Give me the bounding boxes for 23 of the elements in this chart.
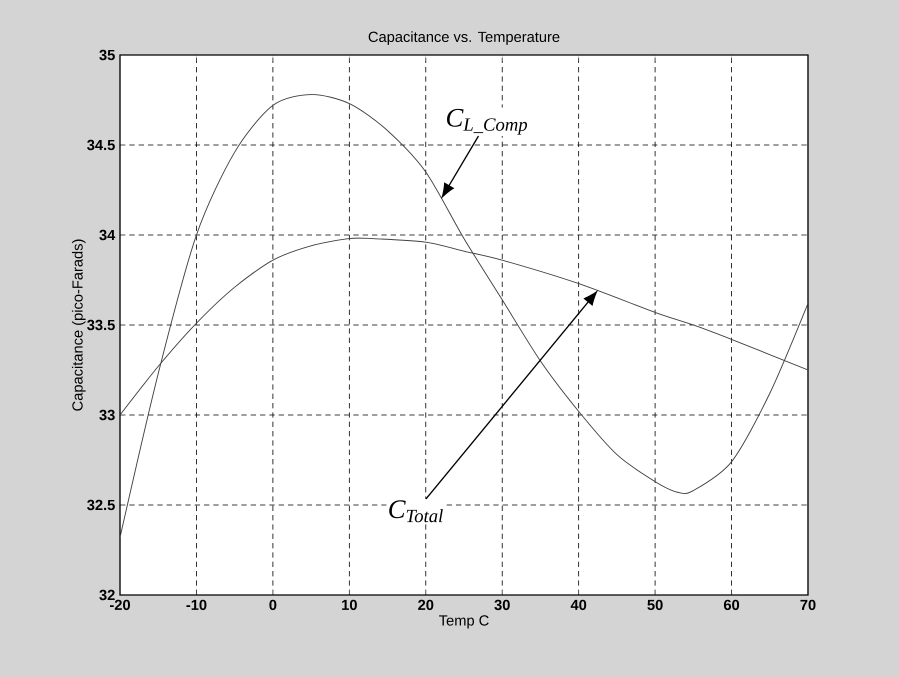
annotation: C$_{Total}$ (389, 500, 443, 522)
line-series (120, 94, 808, 538)
x-tick-label: 20 (418, 600, 434, 610)
y-tick-label: 33 (99, 410, 115, 420)
y-tick-label: 32.5 (87, 500, 115, 510)
annotation: C$_{L_Comp}$ (447, 108, 528, 135)
x-tick-label: -10 (186, 600, 206, 610)
x-tick-label: 60 (724, 600, 740, 610)
y-tick-label: 35 (99, 50, 115, 60)
x-tick-label: 40 (570, 600, 586, 610)
x-tick-label: -20 (110, 600, 130, 610)
x-tick-label: 30 (494, 600, 510, 610)
x-tick-label: 70 (800, 600, 816, 610)
y-tick-label: 34.5 (87, 140, 115, 150)
x-tick-label: 10 (342, 600, 357, 610)
x-axis-title: Temp C (439, 615, 489, 629)
y-axis-title: Capacitance (pico-Farads) (72, 240, 86, 411)
y-tick-label: 32 (99, 590, 115, 600)
x-tick-label: 50 (647, 600, 663, 610)
chart-title: Capacitance vs. Temperature (368, 31, 560, 45)
x-tick-label: 0 (269, 600, 276, 610)
y-tick-label: 34 (99, 230, 116, 240)
y-tick-label: 33.5 (87, 320, 115, 330)
